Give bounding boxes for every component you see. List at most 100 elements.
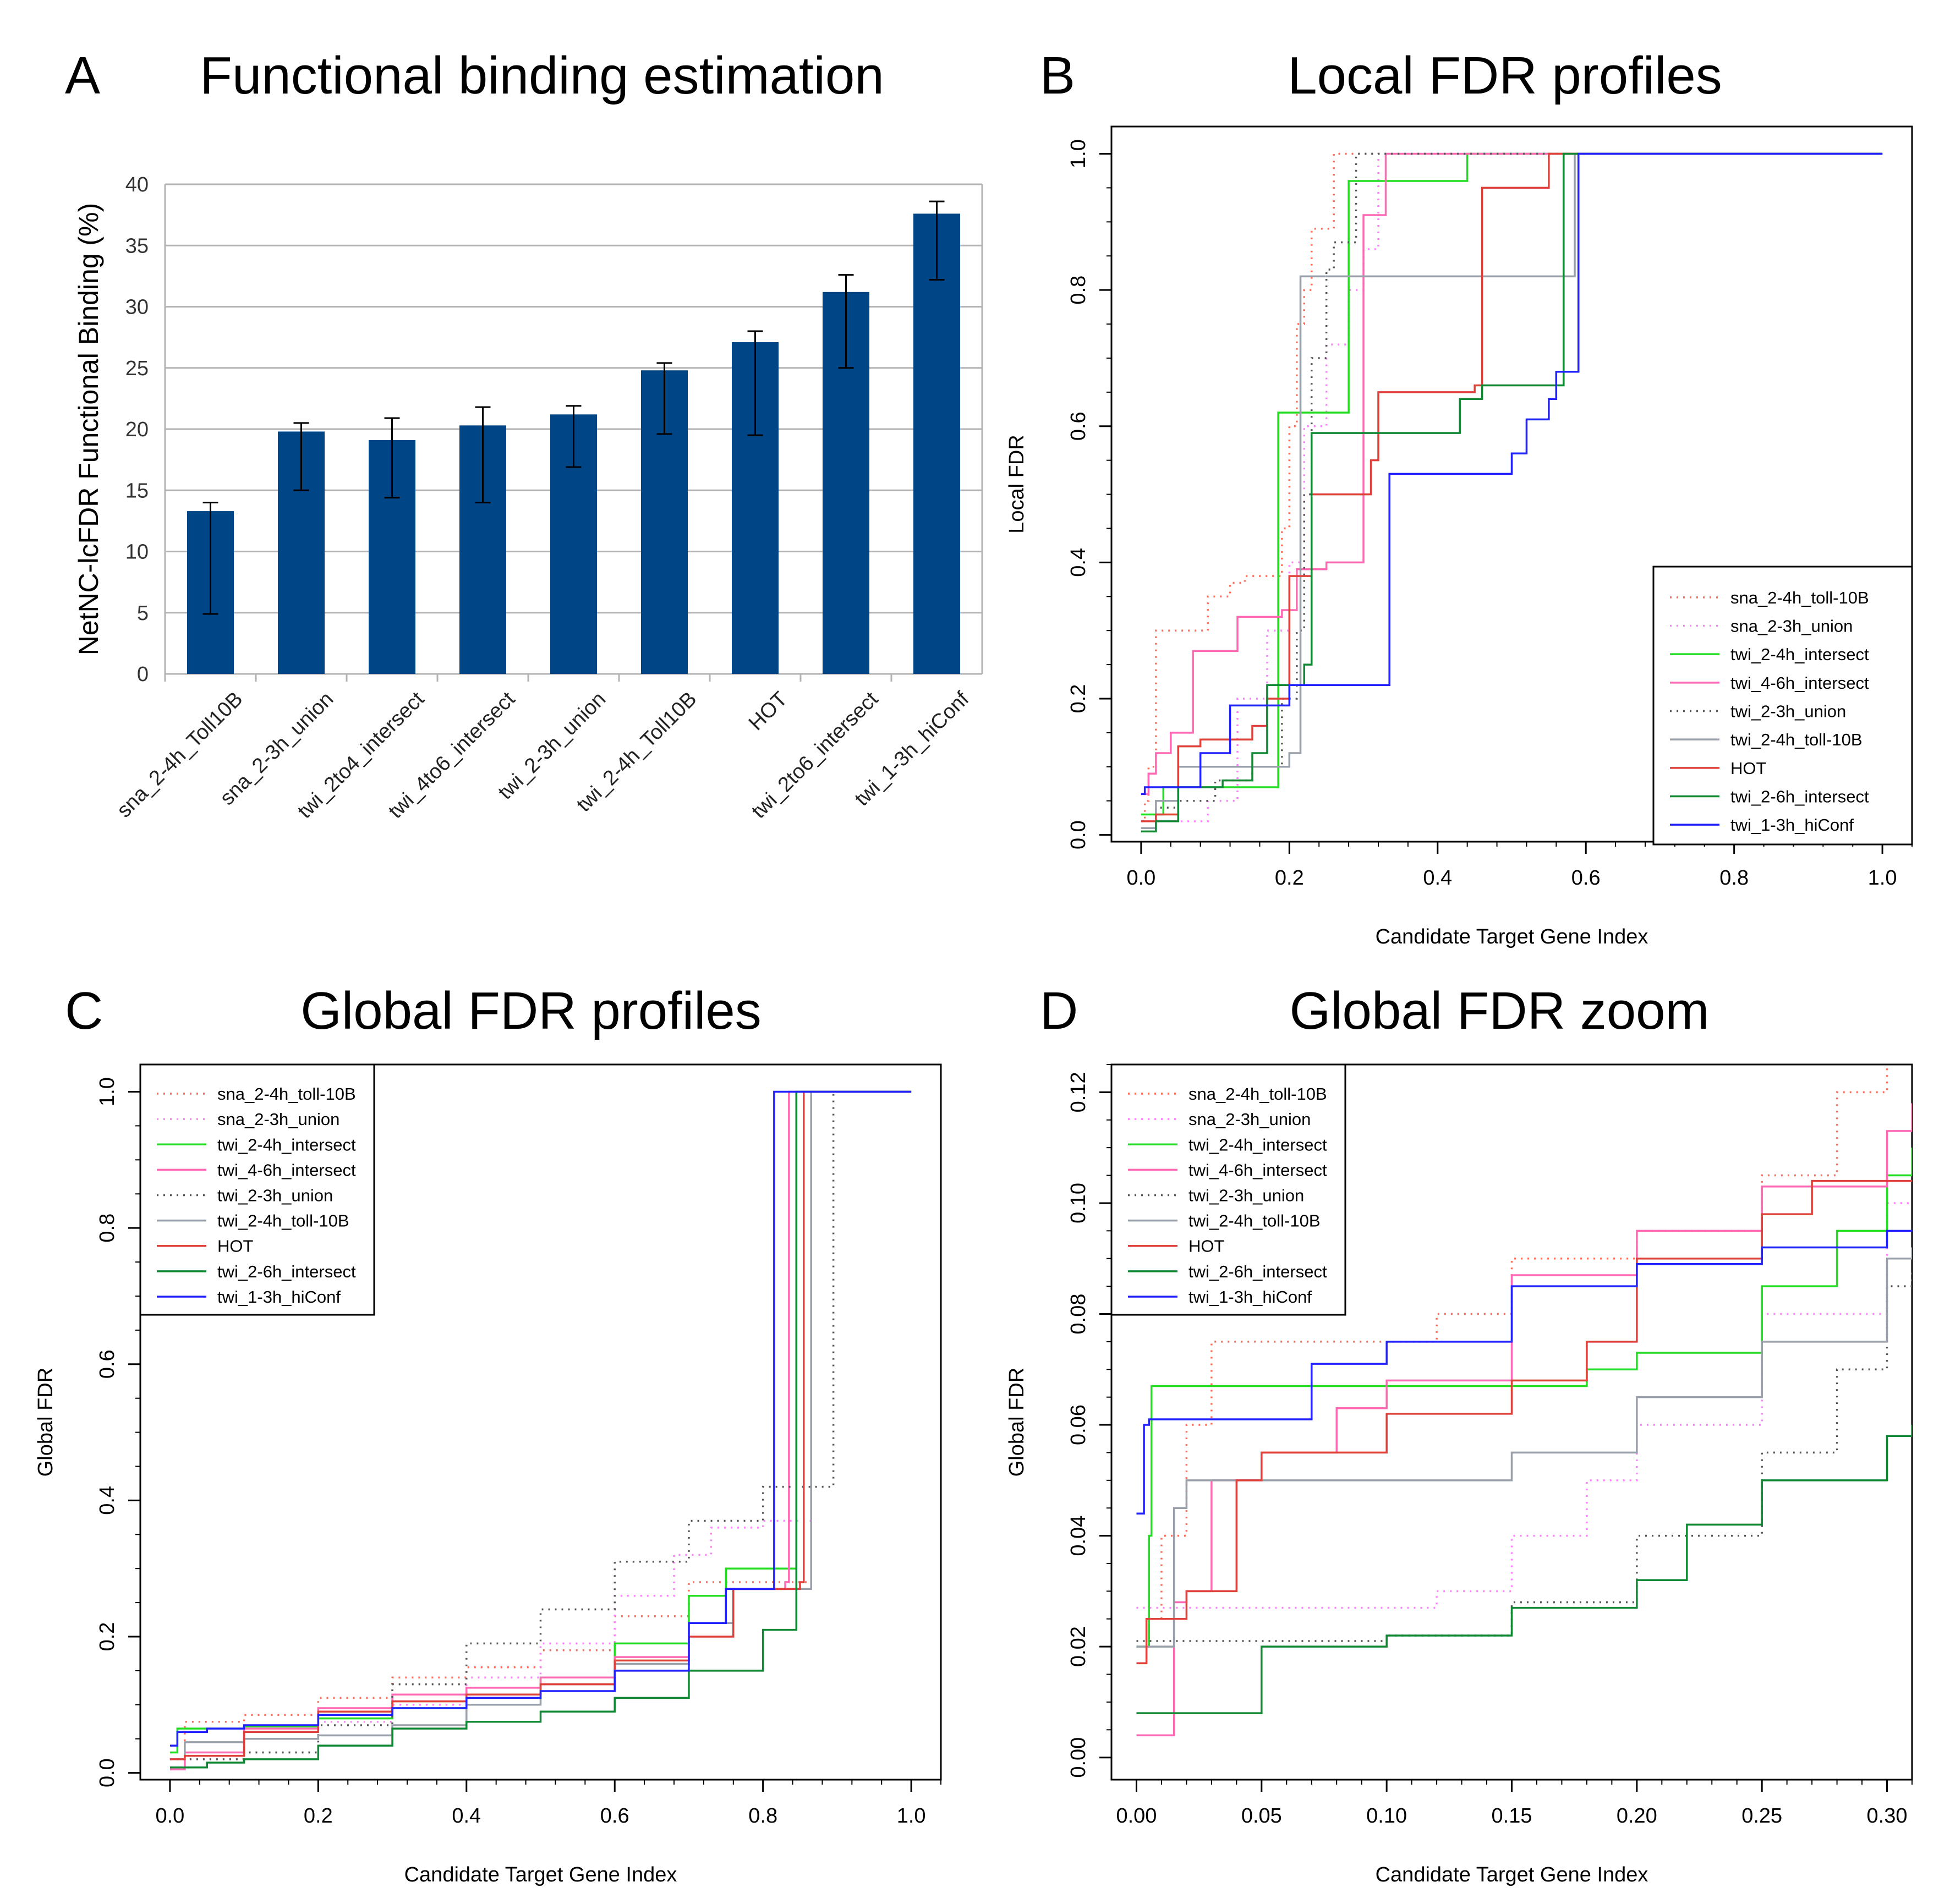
series-group — [1141, 152, 1883, 833]
legend-label-twi-2-4h-toll-10b: twi_2-4h_toll-10B — [1730, 730, 1863, 749]
y-tick-label: 30 — [125, 296, 149, 319]
legend-label-sna-2-4h-toll-10b: sna_2-4h_toll-10B — [1730, 588, 1869, 607]
y-tick-label: 0.8 — [96, 1214, 119, 1243]
x-tick-label: 0.0 — [1126, 866, 1155, 890]
x-tick-label: 0.30 — [1867, 1804, 1908, 1828]
series-line-twi-2-4h-toll-10b — [1136, 1247, 1912, 1648]
series-line-twi-1-3h-hiconf — [1141, 152, 1883, 795]
legend-label-twi-2-4h-toll-10b: twi_2-4h_toll-10B — [1188, 1211, 1321, 1231]
y-tick-label: 0.08 — [1067, 1294, 1090, 1335]
y-tick-label: 1.0 — [96, 1077, 119, 1106]
y-tick-label: 0.0 — [1067, 820, 1090, 849]
x-tick-label: 1.0 — [897, 1804, 926, 1828]
x-axis-title: Candidate Target Gene Index — [404, 1863, 677, 1886]
plot-frame — [1110, 125, 1913, 843]
y-tick-label: 40 — [125, 173, 149, 196]
y-tick-label: 5 — [137, 602, 149, 625]
panel-c-letter: C — [65, 981, 103, 1040]
series-line-sna-2-3h-union — [169, 1090, 912, 1760]
y-tick-label: 0.4 — [96, 1486, 119, 1515]
series-line-twi-1-3h-hiconf — [1136, 1230, 1912, 1515]
legend-label-twi-4-6h-intersect: twi_4-6h_intersect — [1730, 673, 1869, 693]
panel-d-title: Global FDR zoom — [1290, 981, 1710, 1040]
chart-b-local-fdr: 0.0 0.2 0.4 0.6 0.8 1.0 0.0 0.2 0.4 0.6 0.8 1.0 Cand… — [1005, 125, 1913, 948]
y-axis-title: Global FDR — [1005, 1368, 1028, 1477]
legend-label-sna-2-3h-union: sna_2-3h_union — [217, 1110, 339, 1129]
chart-d-global-fdr-zoom: 0.00 0.05 0.10 0.15 0.20 0.25 0.30 0.00 0.02 0.04… — [1005, 1063, 1913, 1886]
plot-frame — [139, 1063, 942, 1781]
series-line-twi-2-4h-intersect — [1136, 1148, 1912, 1648]
series-line-hot — [1136, 1179, 1912, 1665]
x-tick-label: 0.8 — [1719, 866, 1749, 890]
legend-label-hot: HOT — [217, 1237, 254, 1256]
legend-label-sna-2-3h-union: sna_2-3h_union — [1730, 617, 1853, 636]
chart-a-bar-chart: 0510152025303540sna_2-4h_Toll10Bsna_2-3h… — [73, 173, 983, 823]
legend-label-twi-2-3h-union: twi_2-3h_union — [217, 1186, 333, 1205]
legend-label-twi-2-6h-intersect: twi_2-6h_intersect — [1730, 787, 1869, 806]
series-group — [169, 1090, 912, 1771]
x-tick-label: HOT — [744, 688, 792, 735]
legend-box — [139, 1063, 375, 1316]
panel-a-title: Functional binding estimation — [200, 46, 884, 105]
y-tick-label: 15 — [125, 479, 149, 502]
y-axis-title: Global FDR — [34, 1368, 57, 1477]
y-tick-label: 0.2 — [1067, 684, 1090, 714]
legend-label-twi-1-3h-hiconf: twi_1-3h_hiConf — [1188, 1287, 1312, 1307]
series-group — [1136, 1065, 1912, 1737]
legend-label-hot: HOT — [1730, 759, 1767, 778]
legend-label-sna-2-4h-toll-10b: sna_2-4h_toll-10B — [217, 1084, 356, 1104]
x-tick-label: 0.2 — [304, 1804, 333, 1828]
x-tick-label: 0.05 — [1241, 1804, 1282, 1828]
x-tick-label: 0.4 — [452, 1804, 481, 1828]
series-line-twi-1-3h-hiconf — [169, 1090, 912, 1747]
legend-label-twi-2-4h-intersect: twi_2-4h_intersect — [217, 1135, 356, 1154]
x-tick-label: 0.10 — [1366, 1804, 1407, 1828]
panel-b-title: Local FDR profiles — [1288, 46, 1722, 105]
panel-c-title: Global FDR profiles — [300, 981, 762, 1040]
legend-label-twi-2-3h-union: twi_2-3h_union — [1730, 702, 1846, 721]
y-tick-label: 0.6 — [1067, 411, 1090, 441]
x-tick-label: 0.8 — [748, 1804, 777, 1828]
x-axis-title: Candidate Target Gene Index — [1376, 1863, 1648, 1886]
legend-label-twi-2-4h-toll-10b: twi_2-4h_toll-10B — [217, 1211, 349, 1231]
y-tick-label: 0.0 — [96, 1758, 119, 1787]
panel-b-letter: B — [1040, 46, 1075, 105]
y-tick-label: 0.4 — [1067, 548, 1090, 577]
x-tick-label: 0.00 — [1116, 1804, 1157, 1828]
y-tick-label: 0.04 — [1067, 1516, 1090, 1556]
y-tick-label: 0.8 — [1067, 276, 1090, 305]
legend-label-twi-2-4h-intersect: twi_2-4h_intersect — [1188, 1135, 1327, 1154]
y-tick-label: 0.02 — [1067, 1626, 1090, 1667]
y-axis-title: Local FDR — [1005, 435, 1028, 534]
x-tick-label: 0.6 — [600, 1804, 629, 1828]
y-axis-title: NetNC-lcFDR Functional Binding (%) — [73, 203, 104, 655]
series-line-twi-4-6h-intersect — [1136, 1103, 1912, 1737]
x-axis-title: Candidate Target Gene Index — [1376, 925, 1648, 948]
y-tick-label: 35 — [125, 234, 149, 257]
series-line-sna-2-3h-union — [1136, 1202, 1912, 1609]
y-tick-label: 0.06 — [1067, 1404, 1090, 1445]
legend-label-twi-1-3h-hiconf: twi_1-3h_hiConf — [217, 1287, 341, 1307]
panel-a-letter: A — [65, 46, 100, 105]
x-tick-label: 0.15 — [1492, 1804, 1532, 1828]
legend-label-twi-1-3h-hiconf: twi_1-3h_hiConf — [1730, 815, 1854, 835]
bar-twi-1-3h-hiconf — [913, 213, 960, 674]
x-tick-label: 0.0 — [155, 1804, 184, 1828]
series-line-twi-2-3h-union — [1136, 1269, 1912, 1642]
y-tick-label: 10 — [125, 541, 149, 564]
panel-d-letter: D — [1040, 981, 1078, 1040]
y-tick-label: 1.0 — [1067, 139, 1090, 168]
legend-box — [1110, 1063, 1346, 1316]
y-tick-label: 20 — [125, 418, 149, 441]
x-tick-label: 0.25 — [1741, 1804, 1782, 1828]
x-tick-label: 1.0 — [1868, 866, 1897, 890]
series-line-twi-4-6h-intersect — [1141, 152, 1883, 795]
legend-label-twi-4-6h-intersect: twi_4-6h_intersect — [217, 1160, 356, 1179]
series-line-twi-2-4h-toll-10b — [1141, 152, 1883, 829]
legend-label-twi-4-6h-intersect: twi_4-6h_intersect — [1188, 1160, 1327, 1179]
series-line-twi-2-6h-intersect — [1136, 1425, 1912, 1714]
y-tick-label: 0.12 — [1067, 1072, 1090, 1112]
chart-c-global-fdr: 0.0 0.2 0.4 0.6 0.8 1.0 0.0 0.2 0.4 0.6 0.8 1.0 Cand… — [34, 1063, 942, 1886]
y-tick-label: 25 — [125, 357, 149, 380]
